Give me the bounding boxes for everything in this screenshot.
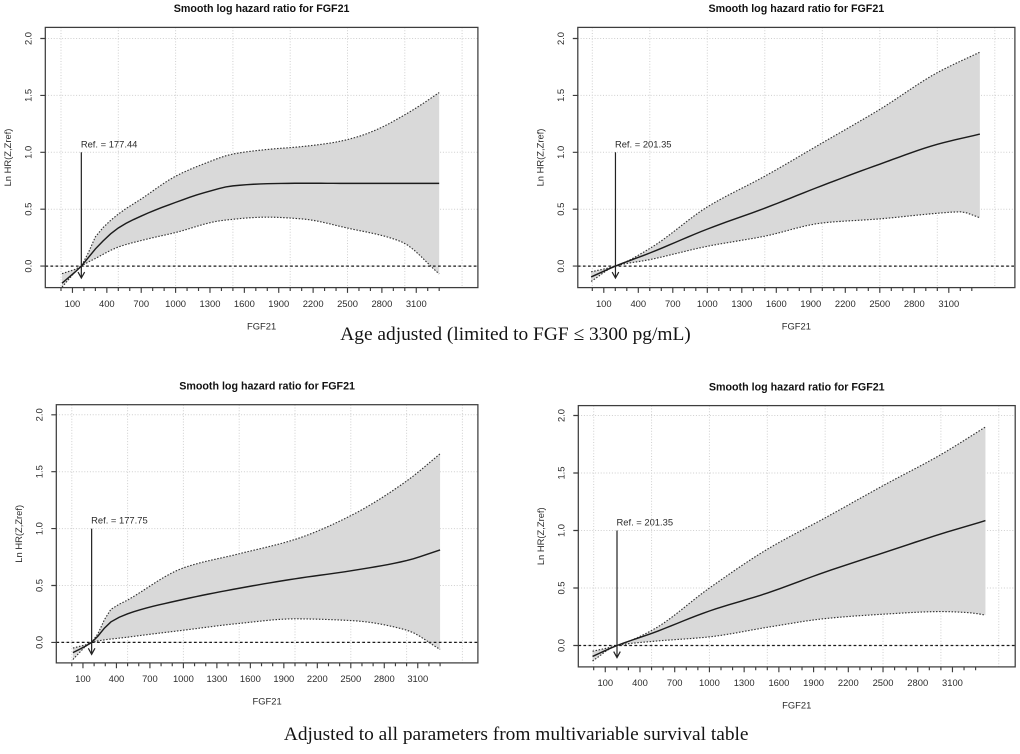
svg-text:700: 700 — [142, 673, 158, 684]
svg-text:1.0: 1.0 — [555, 146, 566, 159]
svg-text:Adjusted to all parameters fro: Adjusted to all parameters from multivar… — [284, 724, 749, 745]
svg-text:Ref. = 201.35: Ref. = 201.35 — [615, 138, 672, 149]
svg-text:700: 700 — [667, 677, 683, 688]
svg-text:1600: 1600 — [240, 673, 261, 684]
svg-text:1600: 1600 — [768, 677, 789, 688]
svg-text:Ref. = 201.35: Ref. = 201.35 — [617, 517, 674, 528]
svg-text:1900: 1900 — [800, 298, 821, 309]
svg-text:100: 100 — [596, 298, 612, 309]
svg-text:Ln HR(Z,Zref): Ln HR(Z,Zref) — [13, 505, 24, 563]
svg-text:Smooth log hazard ratio for FG: Smooth log hazard ratio for FGF21 — [179, 381, 355, 393]
svg-text:1.5: 1.5 — [556, 466, 567, 479]
svg-text:2800: 2800 — [907, 677, 928, 688]
svg-text:Ln HR(Z,Zref): Ln HR(Z,Zref) — [535, 129, 546, 187]
svg-text:400: 400 — [630, 298, 646, 309]
svg-text:FGF21: FGF21 — [782, 320, 811, 331]
svg-text:2200: 2200 — [307, 673, 328, 684]
svg-text:1300: 1300 — [734, 677, 755, 688]
svg-text:3100: 3100 — [942, 677, 963, 688]
svg-text:2800: 2800 — [904, 298, 925, 309]
svg-text:1000: 1000 — [173, 673, 194, 684]
svg-text:2500: 2500 — [873, 677, 894, 688]
svg-text:700: 700 — [665, 298, 681, 309]
svg-text:2.0: 2.0 — [34, 408, 45, 421]
svg-text:2.0: 2.0 — [23, 32, 34, 45]
svg-text:2200: 2200 — [835, 298, 856, 309]
svg-text:2.0: 2.0 — [555, 32, 566, 45]
svg-text:0.5: 0.5 — [555, 203, 566, 216]
svg-text:100: 100 — [597, 677, 613, 688]
svg-text:1.5: 1.5 — [34, 465, 45, 478]
svg-text:1900: 1900 — [803, 677, 824, 688]
svg-text:1000: 1000 — [165, 298, 186, 309]
svg-text:Smooth log hazard ratio for FG: Smooth log hazard ratio for FGF21 — [174, 3, 350, 15]
svg-text:1900: 1900 — [268, 298, 289, 309]
svg-text:100: 100 — [65, 298, 81, 309]
svg-text:2200: 2200 — [838, 677, 859, 688]
svg-text:3100: 3100 — [407, 673, 428, 684]
svg-text:0.0: 0.0 — [34, 636, 45, 649]
svg-text:2500: 2500 — [337, 298, 358, 309]
svg-text:1300: 1300 — [731, 298, 752, 309]
svg-text:1600: 1600 — [766, 298, 787, 309]
svg-text:1600: 1600 — [234, 298, 255, 309]
svg-text:3100: 3100 — [938, 298, 959, 309]
svg-text:3100: 3100 — [406, 298, 427, 309]
svg-text:2800: 2800 — [374, 673, 395, 684]
svg-text:0.0: 0.0 — [555, 260, 566, 273]
svg-text:1.0: 1.0 — [34, 522, 45, 535]
svg-text:1000: 1000 — [699, 677, 720, 688]
svg-text:Ln HR(Z,Zref): Ln HR(Z,Zref) — [2, 129, 13, 187]
svg-text:Age adjusted (limited to FGF ≤: Age adjusted (limited to FGF ≤ 3300 pg/m… — [340, 324, 691, 345]
svg-text:400: 400 — [99, 298, 115, 309]
svg-text:2200: 2200 — [303, 298, 324, 309]
svg-text:2.0: 2.0 — [556, 409, 567, 422]
svg-text:400: 400 — [632, 677, 648, 688]
svg-text:0.0: 0.0 — [556, 639, 567, 652]
svg-text:Smooth log hazard ratio for FG: Smooth log hazard ratio for FGF21 — [709, 381, 885, 393]
svg-text:400: 400 — [109, 673, 125, 684]
svg-text:100: 100 — [75, 673, 91, 684]
svg-text:2500: 2500 — [869, 298, 890, 309]
svg-text:1.5: 1.5 — [555, 89, 566, 102]
svg-text:1300: 1300 — [206, 673, 227, 684]
svg-text:1.0: 1.0 — [23, 146, 34, 159]
svg-text:Smooth log hazard ratio for FG: Smooth log hazard ratio for FGF21 — [708, 3, 884, 15]
svg-text:FGF21: FGF21 — [247, 320, 276, 331]
svg-text:2500: 2500 — [340, 673, 361, 684]
svg-text:1000: 1000 — [697, 298, 718, 309]
svg-text:Ref. = 177.75: Ref. = 177.75 — [91, 515, 148, 526]
svg-text:Ref. = 177.44: Ref. = 177.44 — [81, 138, 138, 149]
svg-text:0.5: 0.5 — [556, 581, 567, 594]
svg-text:1.0: 1.0 — [556, 524, 567, 537]
svg-text:Ln HR(Z,Zref): Ln HR(Z,Zref) — [535, 507, 546, 565]
svg-text:2800: 2800 — [371, 298, 392, 309]
svg-text:FGF21: FGF21 — [782, 700, 811, 711]
svg-text:FGF21: FGF21 — [253, 696, 282, 707]
svg-text:0.5: 0.5 — [34, 579, 45, 592]
svg-text:0.5: 0.5 — [23, 203, 34, 216]
svg-text:1.5: 1.5 — [23, 89, 34, 102]
svg-text:1300: 1300 — [200, 298, 221, 309]
svg-text:0.0: 0.0 — [23, 260, 34, 273]
svg-text:700: 700 — [133, 298, 149, 309]
svg-text:1900: 1900 — [273, 673, 294, 684]
